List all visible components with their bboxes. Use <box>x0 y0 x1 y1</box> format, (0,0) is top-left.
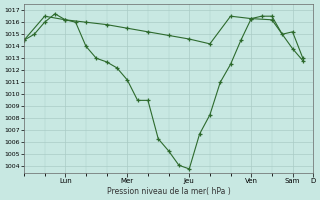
X-axis label: Pression niveau de la mer( hPa ): Pression niveau de la mer( hPa ) <box>107 187 230 196</box>
